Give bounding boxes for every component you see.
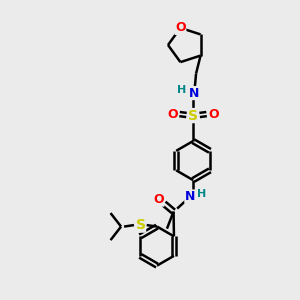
Text: S: S <box>188 109 198 123</box>
Text: O: O <box>167 108 178 121</box>
Text: O: O <box>208 108 219 121</box>
Text: O: O <box>153 193 164 206</box>
Text: S: S <box>136 218 146 232</box>
Text: N: N <box>185 190 195 203</box>
Text: O: O <box>175 21 186 34</box>
Text: H: H <box>197 189 207 199</box>
Text: H: H <box>177 85 187 95</box>
Text: N: N <box>189 87 199 100</box>
